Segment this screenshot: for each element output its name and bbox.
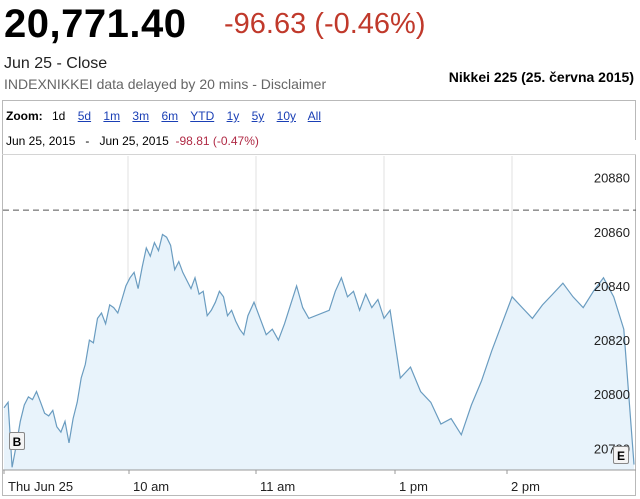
y-tick-label-4: 20860: [594, 225, 630, 240]
zoom-label: Zoom:: [6, 109, 43, 123]
zoom-option-10y[interactable]: 10y: [276, 109, 296, 123]
zoom-option-1m[interactable]: 1m: [103, 109, 121, 123]
chart-caption: Nikkei 225 (25. června 2015): [448, 69, 634, 85]
zoom-bar: Zoom: 1d 5d 1m 3m 6m YTD 1y 5y 10y All: [6, 109, 330, 123]
y-tick-label-5: 20880: [594, 171, 630, 186]
chart-frame: [2, 100, 636, 496]
range-divider-line: [2, 154, 636, 155]
zoom-option-3m[interactable]: 3m: [132, 109, 150, 123]
top-mask: [500, 140, 636, 155]
close-label: Jun 25 - Close: [4, 55, 108, 72]
x-tick-label-0: Thu Jun 25: [8, 479, 73, 494]
x-tick-label-3: 1 pm: [399, 479, 428, 494]
zoom-option-5d[interactable]: 5d: [77, 109, 92, 123]
zoom-option-1d[interactable]: 1d: [52, 109, 66, 123]
range-start-handle[interactable]: B: [9, 432, 25, 450]
date-range: Jun 25, 2015 - Jun 25, 2015 -98.81 (-0.4…: [6, 134, 259, 148]
zoom-option-ytd[interactable]: YTD: [190, 109, 215, 123]
range-end: Jun 25, 2015: [99, 134, 169, 148]
data-delay-note: INDEXNIKKEI data delayed by 20 mins - Di…: [4, 76, 327, 92]
price-change: -96.63 (-0.46%): [224, 8, 426, 40]
range-start: Jun 25, 2015: [6, 134, 76, 148]
zoom-option-1y[interactable]: 1y: [226, 109, 240, 123]
range-separator: -: [85, 134, 90, 148]
range-change: -98.81 (-0.47%): [175, 134, 259, 148]
x-tick-label-4: 2 pm: [511, 479, 540, 494]
index-price: 20,771.40: [4, 2, 187, 46]
price-line: [3, 233, 635, 468]
zoom-option-all[interactable]: All: [307, 109, 322, 123]
range-end-handle[interactable]: E: [613, 446, 629, 464]
x-tick-label-1: 10 am: [133, 479, 169, 494]
price-area: [4, 234, 634, 470]
y-tick-label-1: 20800: [594, 387, 630, 402]
zoom-option-5y[interactable]: 5y: [251, 109, 265, 123]
y-tick-label-2: 20820: [594, 333, 630, 348]
x-tick-label-2: 11 am: [260, 479, 295, 494]
y-tick-label-3: 20840: [594, 279, 630, 294]
zoom-option-6m[interactable]: 6m: [161, 109, 179, 123]
